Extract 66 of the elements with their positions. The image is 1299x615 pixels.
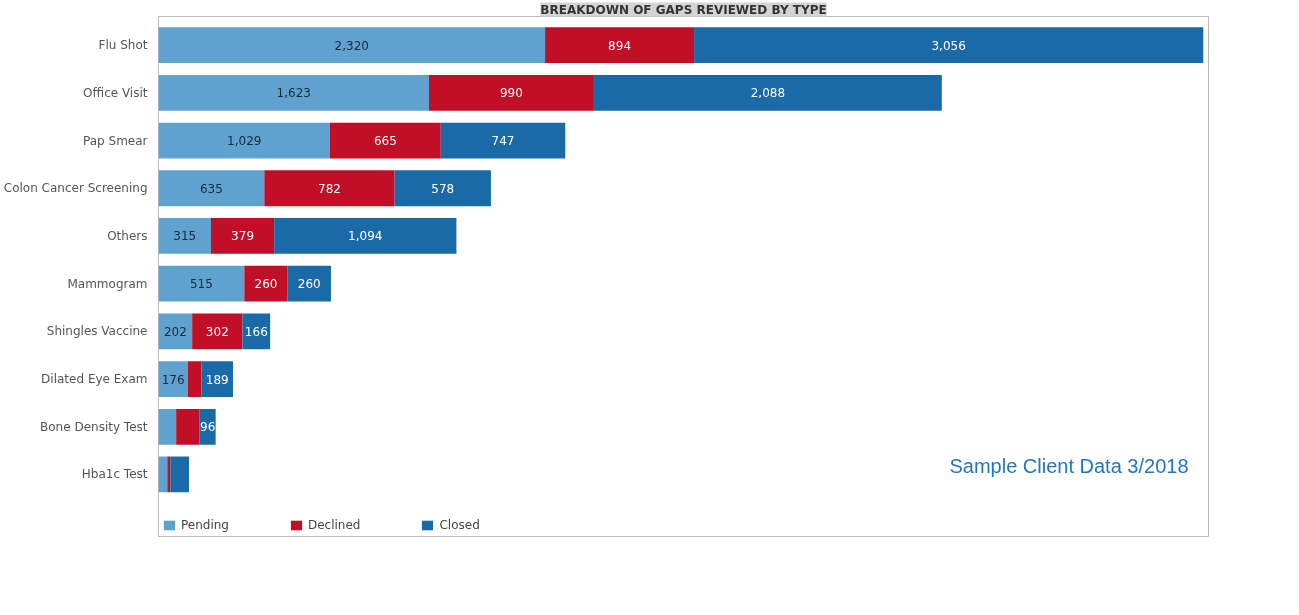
data-label: 894 [608, 38, 632, 53]
bar [428, 74, 594, 111]
data-label: 665 [373, 134, 397, 149]
bar [201, 361, 233, 397]
data-label: 515 [189, 277, 213, 292]
y-tick-label: Office Visit [83, 85, 148, 100]
bar [158, 408, 177, 445]
data-label: 1,623 [276, 86, 311, 101]
bar [694, 27, 1204, 64]
legend-label: Declined [307, 518, 361, 532]
bar [158, 27, 546, 64]
data-label: 202 [163, 324, 187, 339]
data-label: 782 [318, 181, 341, 196]
data-label: 166 [244, 324, 268, 339]
data-label: 3,056 [931, 38, 966, 53]
data-label: 176 [161, 372, 185, 387]
data-label: 635 [199, 181, 223, 196]
annotation: Sample Client Data 3/2018 [949, 454, 1189, 477]
data-label: 315 [173, 229, 197, 244]
bar [329, 122, 441, 159]
bar [158, 265, 245, 302]
data-label: 2,320 [334, 38, 369, 53]
bar [287, 265, 331, 302]
data-label: 747 [491, 134, 515, 149]
y-tick-label: Pap Smear [83, 133, 148, 148]
data-label: 96 [200, 420, 216, 435]
data-label: 302 [205, 324, 229, 339]
bar [264, 170, 395, 207]
bar [158, 122, 330, 159]
bar [192, 313, 243, 350]
data-label: 578 [431, 181, 455, 196]
bar [170, 456, 189, 493]
bar [242, 313, 271, 350]
data-label: 1,094 [348, 229, 383, 244]
chart-title: BREAKDOWN OF GAPS REVIEWED BY TYPE [540, 2, 827, 17]
y-tick-label: Colon Cancer Screening [3, 181, 148, 196]
y-tick-label: Dilated Eye Exam [41, 372, 148, 387]
bar [274, 218, 457, 254]
bar [244, 265, 288, 302]
data-label: 1,029 [227, 134, 262, 149]
data-label: 260 [297, 277, 321, 292]
bar [158, 361, 188, 397]
y-tick-label: Shingles Vaccine [46, 324, 148, 339]
bar [158, 218, 211, 254]
bar [440, 122, 566, 159]
bar [545, 27, 695, 64]
legend-label: Closed [439, 518, 480, 532]
bar [158, 170, 265, 207]
bar [158, 74, 429, 111]
y-tick-label: Others [107, 228, 148, 243]
data-label: 189 [205, 372, 229, 387]
bar [210, 218, 275, 254]
y-tick-label: Flu Shot [98, 38, 148, 53]
y-tick-label: Bone Density Test [40, 419, 148, 434]
data-label: 2,088 [750, 86, 786, 101]
bar [187, 361, 202, 397]
y-tick-label: Mammogram [67, 276, 148, 291]
data-label: 260 [254, 277, 278, 292]
data-label: 990 [499, 86, 523, 101]
y-tick-label: Hba1c Test [81, 467, 148, 482]
bar [176, 408, 200, 445]
bar [593, 74, 942, 111]
data-label: 379 [231, 229, 255, 244]
legend-label: Pending [181, 518, 229, 532]
bar [167, 456, 171, 493]
bar [394, 170, 491, 207]
